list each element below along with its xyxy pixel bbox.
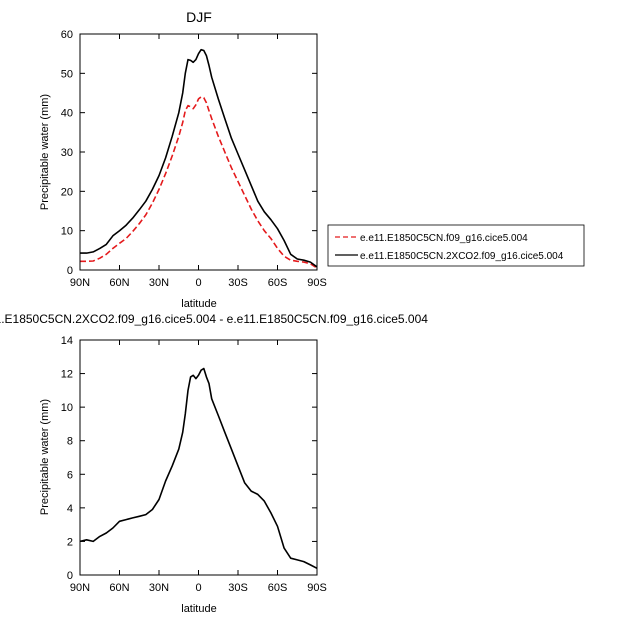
y-tick-label: 12 — [61, 369, 73, 381]
y-axis-label: Precipitable water (mm) — [39, 399, 51, 515]
y-tick-label: 60 — [61, 29, 73, 41]
x-tick-label: 90N — [70, 277, 90, 289]
x-axis-label: latitude — [181, 298, 216, 310]
series-line-0 — [80, 96, 318, 269]
chart-title: e.e11.E1850C5CN.2XCO2.f09_g16.cice5.004 … — [0, 312, 428, 326]
x-tick-label: 60N — [109, 277, 129, 289]
y-tick-label: 50 — [61, 68, 73, 80]
legend-label-2xco2: e.e11.E1850C5CN.2XCO2.f09_g16.cice5.004 — [360, 251, 564, 262]
y-tick-label: 14 — [61, 335, 73, 347]
x-tick-label: 60N — [109, 582, 129, 594]
legend-label-control: e.e11.E1850C5CN.f09_g16.cice5.004 — [360, 233, 528, 244]
y-tick-label: 10 — [61, 226, 73, 238]
x-axis-label: latitude — [181, 603, 216, 615]
y-tick-label: 8 — [67, 436, 73, 448]
x-tick-label: 0 — [195, 582, 201, 594]
y-tick-label: 10 — [61, 402, 73, 414]
chart-title: DJF — [186, 9, 212, 25]
x-tick-label: 90S — [307, 277, 327, 289]
legend-box — [327, 224, 585, 267]
y-tick-label: 0 — [67, 570, 73, 582]
x-tick-label: 30S — [228, 582, 248, 594]
x-tick-label: 0 — [195, 277, 201, 289]
y-tick-label: 30 — [61, 147, 73, 159]
panel-difference: e.e11.E1850C5CN.2XCO2.f09_g16.cice5.004 … — [0, 312, 428, 615]
x-tick-label: 60S — [268, 582, 288, 594]
y-tick-label: 40 — [61, 108, 73, 120]
x-tick-label: 90N — [70, 582, 90, 594]
legend: e.e11.E1850C5CN.f09_g16.cice5.004 e.e11.… — [327, 224, 585, 267]
y-tick-label: 0 — [67, 265, 73, 277]
y-tick-label: 6 — [67, 469, 73, 481]
panel-climatology: DJF Precipitable water (mm) latitude 90N… — [39, 9, 327, 310]
plot-frame — [79, 339, 318, 576]
series-line-1 — [80, 48, 318, 268]
x-tick-label: 30N — [149, 277, 169, 289]
x-tick-label: 60S — [268, 277, 288, 289]
y-tick-label: 4 — [67, 503, 73, 515]
plot-frame — [79, 33, 318, 271]
series-line-0 — [79, 367, 318, 570]
x-tick-label: 30S — [228, 277, 248, 289]
x-tick-label: 30N — [149, 582, 169, 594]
y-tick-label: 2 — [67, 536, 73, 548]
y-axis-label: Precipitable water (mm) — [39, 94, 51, 210]
x-tick-label: 90S — [307, 582, 327, 594]
y-tick-label: 20 — [61, 186, 73, 198]
